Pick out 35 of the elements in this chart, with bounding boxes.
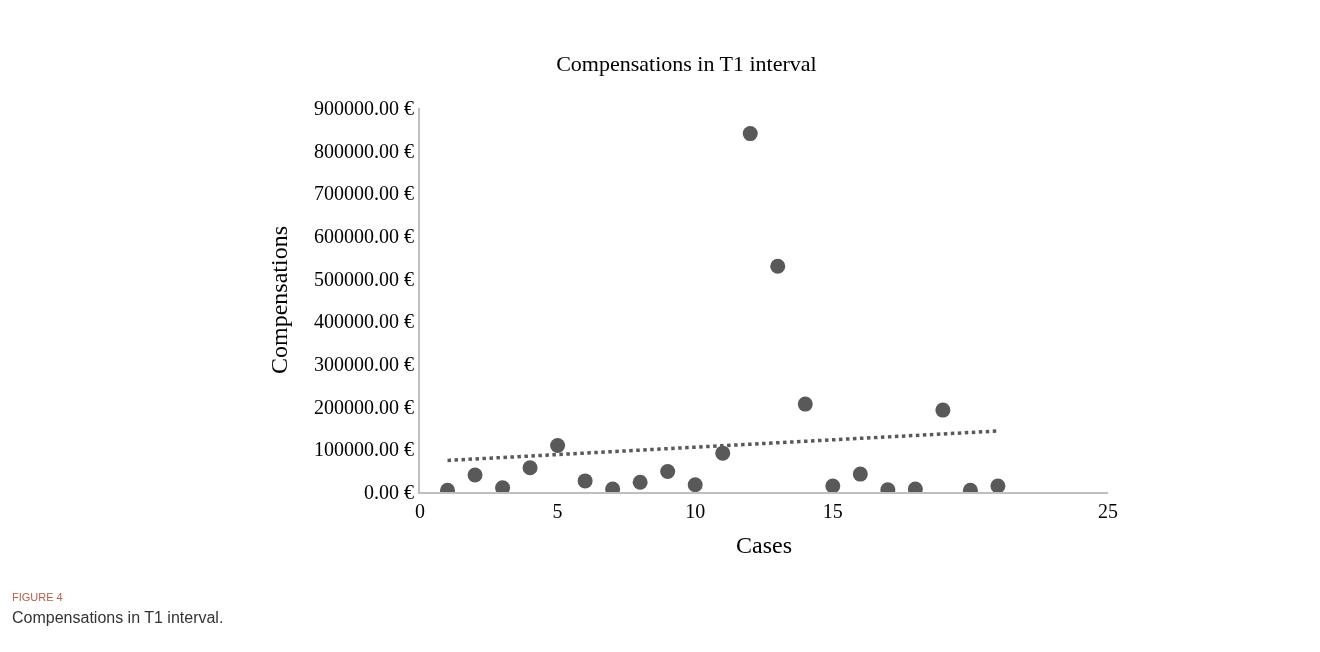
y-tick-label: 700000.00 € xyxy=(314,182,414,205)
chart-title: Compensations in T1 interval xyxy=(556,50,817,76)
point xyxy=(687,477,703,492)
text: Compensations in T1 interval. xyxy=(12,609,224,626)
point xyxy=(522,460,538,476)
point xyxy=(577,473,593,489)
point xyxy=(715,445,731,461)
x-axis-title: Cases xyxy=(736,531,792,558)
y-tick-label: 200000.00 € xyxy=(314,395,414,418)
point xyxy=(550,437,566,453)
y-tick-label: 300000.00 € xyxy=(314,353,414,375)
point xyxy=(632,474,648,490)
y-tick-label: 800000.00 € xyxy=(314,139,414,162)
point xyxy=(467,467,483,483)
point xyxy=(770,258,786,274)
y-tick-label: 600000.00 € xyxy=(314,225,414,247)
x-tick-label: 5 xyxy=(552,500,563,522)
y-tick-label: 400000.00 € xyxy=(314,310,414,333)
point xyxy=(825,478,841,492)
y-axis-title: Compensations xyxy=(265,226,292,374)
x-tick-label: 15 xyxy=(822,500,843,522)
point xyxy=(990,478,1006,492)
point xyxy=(935,402,951,418)
y-tick-label: 500000.00 € xyxy=(314,267,414,290)
point xyxy=(797,396,813,412)
point xyxy=(660,464,676,480)
y-tick-label: 900000.00 € xyxy=(314,97,414,119)
x-tick-label: 25 xyxy=(1098,500,1118,522)
point xyxy=(742,126,758,142)
point xyxy=(852,466,868,482)
y-tick-label: 0.00 € xyxy=(364,481,414,503)
caption: FIGURE 4 xyxy=(12,591,63,603)
y-tick-label: 100000.00 € xyxy=(314,438,414,461)
x-tick-label: 10 xyxy=(685,500,706,522)
x-tick-label: 0 xyxy=(415,500,425,522)
